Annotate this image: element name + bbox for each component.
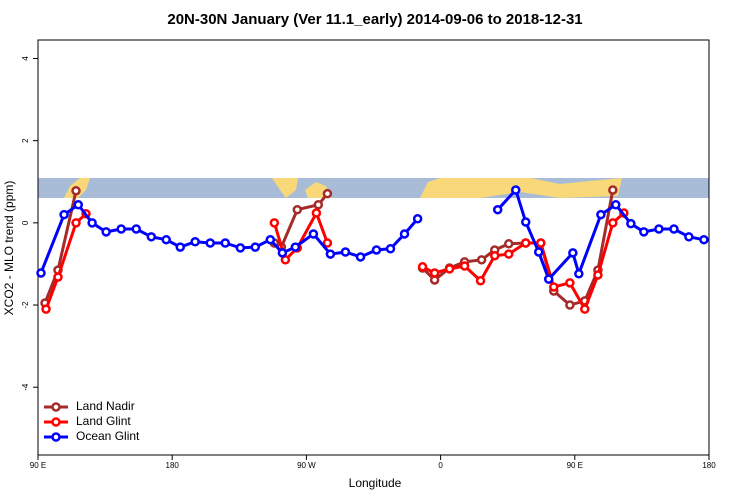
map-strip <box>38 178 709 198</box>
point <box>36 268 46 278</box>
y-axis-label: XCO2 - MLO trend (ppm) <box>2 181 16 316</box>
point <box>489 250 500 261</box>
point <box>371 245 382 255</box>
legend-label: Land Nadir <box>76 399 135 413</box>
point <box>608 218 618 228</box>
point <box>568 248 578 258</box>
point <box>580 304 590 314</box>
point <box>593 270 603 280</box>
point <box>290 242 301 252</box>
point <box>71 218 81 228</box>
point <box>639 227 649 237</box>
point <box>73 200 84 210</box>
point <box>520 217 531 227</box>
x-tick-label: 180 <box>166 461 180 470</box>
point <box>116 224 126 234</box>
chart-title: 20N-30N January (Ver 11.1_early) 2014-09… <box>167 11 582 28</box>
point <box>59 209 69 220</box>
point <box>565 278 575 288</box>
legend-label: Ocean Glint <box>76 429 140 443</box>
point <box>101 227 111 237</box>
x-tick-label: 90 E <box>30 461 46 470</box>
legend-label: Land Glint <box>76 414 131 428</box>
point <box>503 239 514 249</box>
point <box>626 218 636 229</box>
point <box>444 264 455 274</box>
point <box>543 274 554 284</box>
point <box>574 269 584 279</box>
point <box>308 229 319 239</box>
point <box>399 229 410 239</box>
point <box>596 209 606 220</box>
point <box>429 268 440 278</box>
y-tick-label: 0 <box>21 220 30 225</box>
point <box>220 238 231 248</box>
point <box>611 200 621 210</box>
point <box>549 282 559 292</box>
point <box>41 304 51 314</box>
x-tick-label: 90 W <box>297 461 316 470</box>
point <box>325 249 336 259</box>
point <box>608 185 618 195</box>
point <box>385 243 396 254</box>
point <box>161 234 171 245</box>
point <box>87 218 97 228</box>
point <box>475 276 486 286</box>
legend-marker <box>51 432 61 442</box>
point <box>669 224 679 234</box>
x-tick-label: 180 <box>702 461 716 470</box>
point <box>175 242 186 252</box>
point <box>269 218 280 228</box>
point <box>277 248 288 258</box>
point <box>311 208 322 218</box>
point <box>340 247 351 257</box>
point <box>355 252 366 262</box>
point <box>205 238 215 248</box>
point <box>565 300 575 310</box>
point <box>250 242 261 252</box>
y-tick-label: -4 <box>21 383 30 391</box>
point <box>503 249 514 259</box>
point <box>292 204 303 215</box>
point <box>492 204 503 215</box>
plot-frame <box>37 39 710 456</box>
point <box>684 232 694 242</box>
point <box>412 213 423 224</box>
point <box>190 236 200 247</box>
point <box>235 243 246 253</box>
point <box>71 186 81 196</box>
point <box>53 272 63 282</box>
series-line <box>43 189 615 307</box>
point <box>131 224 142 234</box>
x-axis-label: Longitude <box>349 476 402 490</box>
point <box>313 200 324 210</box>
point <box>459 261 470 271</box>
legend-marker <box>51 402 61 412</box>
x-tick-label: 0 <box>438 461 443 470</box>
point <box>322 188 333 199</box>
point <box>511 185 521 195</box>
point <box>265 234 276 245</box>
y-tick-label: 2 <box>21 138 30 143</box>
point <box>322 238 333 248</box>
y-tick-label: -2 <box>21 301 30 309</box>
point <box>536 238 546 248</box>
point <box>699 234 709 245</box>
point <box>520 238 531 248</box>
x-tick-label: 90 E <box>567 461 583 470</box>
point <box>533 247 544 257</box>
point <box>654 224 664 234</box>
point <box>476 255 487 265</box>
legend-marker <box>51 417 61 427</box>
point <box>146 232 157 242</box>
point <box>417 262 428 272</box>
y-tick-label: 4 <box>21 56 30 61</box>
